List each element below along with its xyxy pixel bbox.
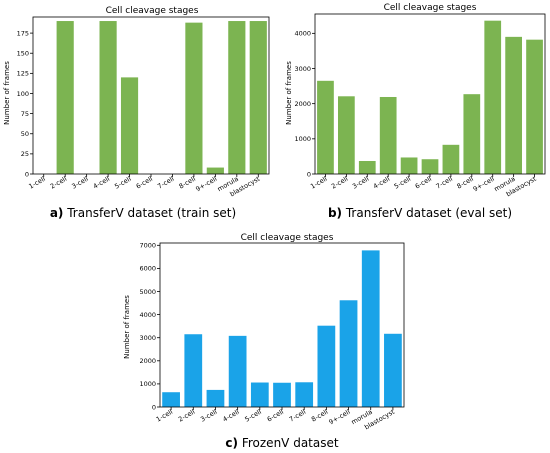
chart-a-xtick-label: 5-cell — [113, 175, 132, 191]
chart-a-ytick-label: 100 — [17, 90, 29, 98]
chart-c-bar-blastocyst — [384, 333, 402, 407]
chart-b-xtick-label: 9+-cell — [472, 175, 496, 194]
chart-b-xtick-label: 3-cell — [351, 175, 370, 191]
chart-a-xtick-label: 3-cell — [70, 175, 89, 191]
chart-c-ytick-label: 2000 — [139, 357, 156, 365]
chart-b-bar-1-cell — [317, 80, 334, 174]
panel-c: Cell cleavage stages Number of frames 01… — [123, 233, 405, 450]
caption-c-letter: c) — [225, 436, 238, 450]
caption-c-text: FrozenV dataset — [238, 436, 339, 450]
chart-b-ytick-label: 4000 — [294, 30, 311, 38]
chart-b-title: Cell cleavage stages — [384, 3, 477, 13]
chart-c-xtick-label: 5-cell — [244, 408, 263, 424]
chart-c-ylabel: Number of frames — [123, 295, 131, 359]
chart-a-bar-blastocyst — [249, 21, 267, 175]
chart-b-xtick-label: 4-cell — [372, 175, 391, 191]
chart-a-ylabel: Number of frames — [3, 61, 11, 125]
chart-c-title: Cell cleavage stages — [241, 233, 334, 243]
chart-b-bar-9+-cell — [484, 20, 502, 175]
caption-b: b) TransferV dataset (eval set) — [328, 206, 512, 220]
chart-b-bar-3-cell — [358, 160, 376, 174]
chart-c-bar-3-cell — [206, 389, 225, 407]
chart-a-ytick-label: 125 — [17, 70, 29, 78]
caption-a: a) TransferV dataset (train set) — [50, 206, 236, 220]
chart-b-bar-morula — [505, 36, 522, 174]
chart-b-ytick-label: 0 — [307, 170, 311, 178]
chart-c-ytick-label: 0 — [152, 403, 156, 411]
panel-a: Cell cleavage stages Number of frames 0 2… — [3, 6, 270, 220]
chart-a-xtick-label: 2-cell — [49, 175, 68, 191]
chart-a-xtick-label: 7-cell — [156, 175, 175, 191]
chart-a-bar-9+-cell — [206, 167, 224, 174]
chart-b-bar-5-cell — [400, 157, 418, 174]
caption-a-letter: a) — [50, 206, 64, 220]
caption-a-text: TransferV dataset (train set) — [63, 206, 236, 220]
chart-a-title: Cell cleavage stages — [106, 6, 199, 16]
chart-b-ytick-label: 1000 — [294, 135, 311, 143]
panel-b: Cell cleavage stages Number of frames 01… — [285, 3, 546, 220]
chart-a-ytick-label: 50 — [21, 130, 29, 138]
chart-c-bar-2-cell — [184, 334, 203, 407]
chart-c-bar-4-cell — [228, 335, 247, 407]
caption-c: c) FrozenV dataset — [225, 436, 338, 450]
chart-b-ytick-label: 2000 — [294, 100, 311, 108]
chart-c-bar-1-cell — [162, 392, 180, 407]
caption-b-letter: b) — [328, 206, 342, 220]
chart-a-bar-5-cell — [120, 77, 139, 174]
chart-c-plot: 0 1000 2000 3000 4000 5000 6000 7000 1-cell 2-cel… — [139, 242, 405, 431]
chart-c-xtick-label: 9+-cell — [328, 408, 352, 427]
chart-b-xtick-label: 6-cell — [414, 175, 433, 191]
caption-b-text: TransferV dataset (eval set) — [342, 206, 512, 220]
chart-a-ytick-label: 150 — [17, 50, 29, 58]
chart-c-bar-7-cell — [295, 382, 314, 407]
chart-b-plot: 0 1000 2000 3000 4000 1-cell 2-cell 3-cell 4-cel… — [294, 13, 546, 198]
chart-b-xtick-label: 5-cell — [393, 175, 412, 191]
chart-c-xtick-label: 3-cell — [199, 408, 218, 424]
chart-c-bar-8-cell — [317, 325, 336, 407]
chart-c-ytick-label: 6000 — [139, 265, 156, 273]
chart-c-bar-6-cell — [273, 382, 291, 407]
chart-a-plot: 0 25 50 75 100 125 150 175 1-cell 2-cell 3-cell 4-c… — [17, 16, 270, 198]
chart-c-bar-morula — [361, 250, 380, 407]
chart-a-bar-8-cell — [185, 22, 203, 174]
chart-c-bar-9+-cell — [339, 300, 358, 407]
chart-c-ytick-label: 4000 — [139, 311, 156, 319]
chart-a-xtick-label: 8-cell — [178, 175, 197, 191]
chart-b-xtick-label: 2-cell — [330, 175, 349, 191]
chart-c-xtick-label: 4-cell — [221, 408, 240, 424]
chart-a-ytick-label: 25 — [21, 150, 29, 158]
chart-b-ytick-label: 3000 — [294, 65, 311, 73]
chart-b-ylabel: Number of frames — [285, 61, 293, 125]
chart-b-bar-8-cell — [463, 94, 481, 174]
chart-a-xtick-label: 4-cell — [92, 175, 111, 191]
chart-c-xtick-label: 2-cell — [177, 408, 196, 424]
chart-a-bar-morula — [228, 21, 246, 175]
chart-a-bar-4-cell — [99, 21, 117, 175]
chart-a-xtick-label: 6-cell — [135, 175, 154, 191]
chart-a-ytick-label: 175 — [17, 29, 29, 37]
chart-c-xtick-label: 8-cell — [310, 408, 329, 424]
chart-c-ytick-label: 3000 — [139, 334, 156, 342]
chart-a-xtick-label: 9+-cell — [194, 175, 218, 194]
chart-a-xtick-label: 1-cell — [27, 175, 46, 191]
chart-b-bar-2-cell — [338, 96, 355, 174]
chart-c-ytick-label: 1000 — [139, 380, 156, 388]
chart-c-ytick-label: 7000 — [139, 242, 156, 250]
chart-c-xtick-label: 6-cell — [266, 408, 285, 424]
chart-b-bar-4-cell — [379, 96, 397, 174]
chart-c-xtick-label: 7-cell — [288, 408, 307, 424]
chart-b-bar-6-cell — [421, 159, 439, 174]
chart-c-xtick-label: 1-cell — [155, 408, 174, 424]
chart-b-xtick-label: 7-cell — [435, 175, 454, 191]
chart-c-ytick-label: 5000 — [139, 288, 156, 296]
chart-a-bar-2-cell — [56, 21, 74, 175]
chart-a-ytick-label: 0 — [25, 170, 29, 178]
chart-a-ytick-label: 75 — [21, 110, 29, 118]
chart-b-xtick-label: 1-cell — [309, 175, 328, 191]
chart-b-bar-7-cell — [442, 144, 460, 174]
chart-b-bar-blastocyst — [526, 39, 543, 174]
chart-c-bar-5-cell — [250, 382, 269, 407]
